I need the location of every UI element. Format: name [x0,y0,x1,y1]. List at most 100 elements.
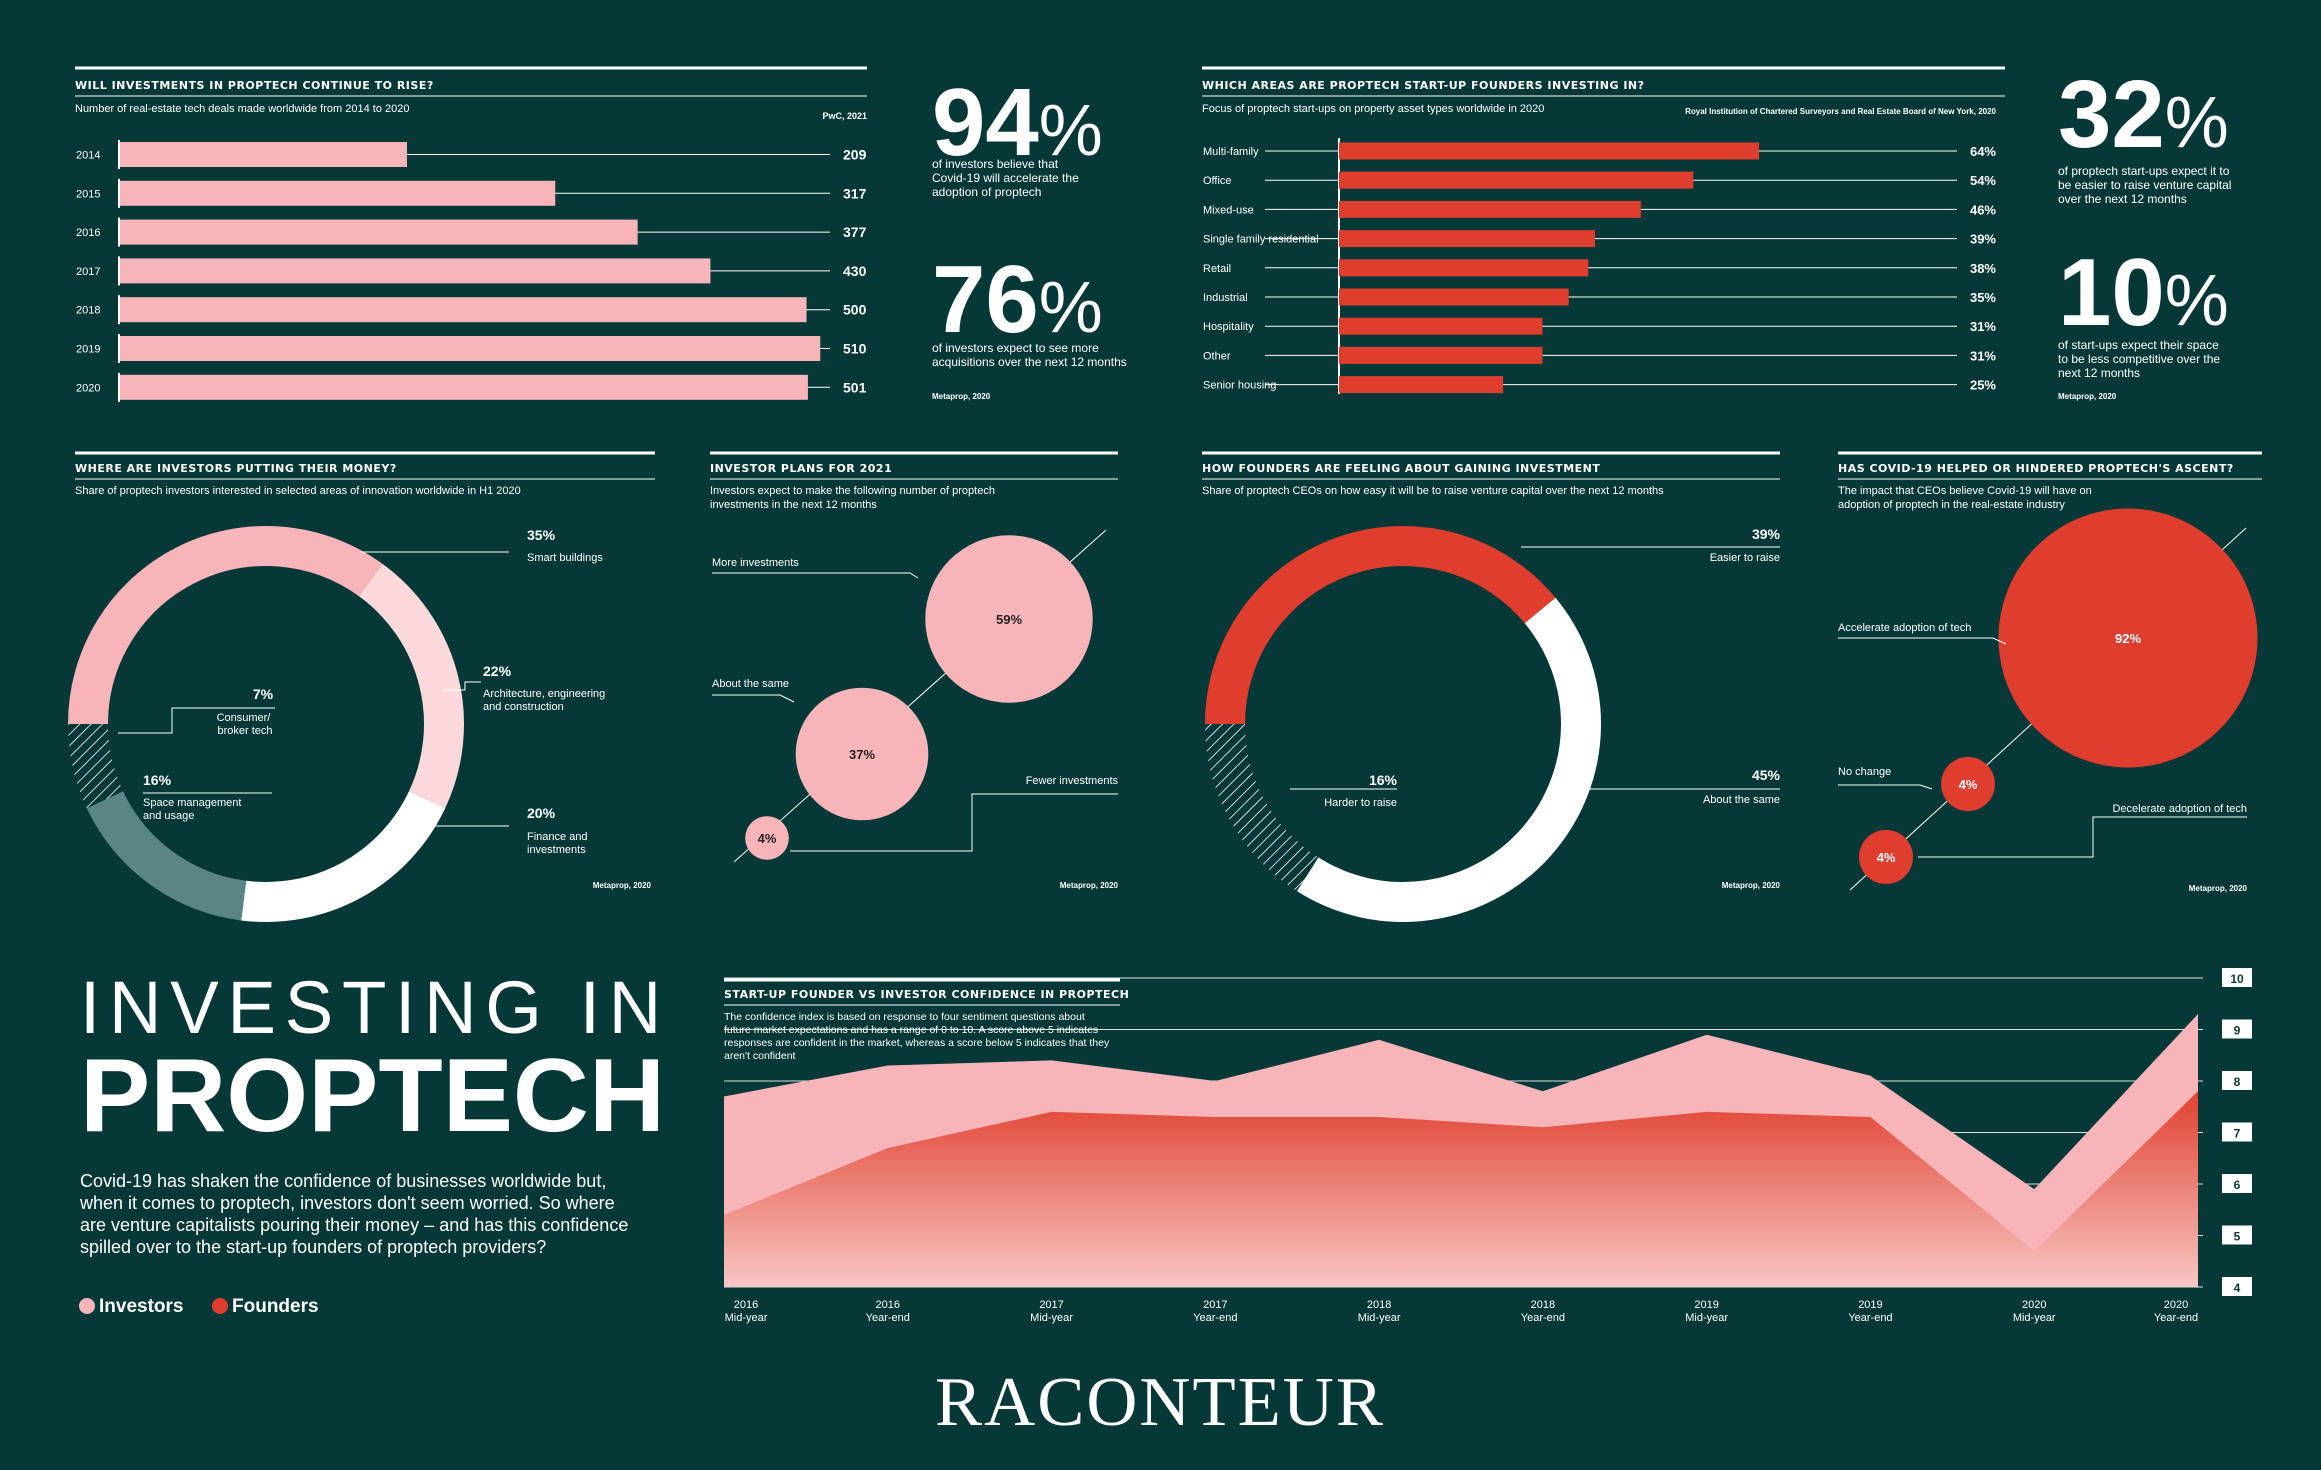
confidence-xtick-year: 2017 [1039,1299,1063,1311]
areas-category-label: Single family residential [1203,234,1319,246]
confidence-ytick-label: 6 [2234,1178,2241,1192]
founders-area [724,1091,2198,1287]
confidence-ytick-box [2222,1225,2252,1245]
plans-bubble-label: 37% [849,747,875,762]
deals-bar-tick [118,256,120,286]
confidence-xtick-period: Mid-year [1358,1312,1401,1324]
areas-bar [1339,317,1543,335]
legend-investors-swatch [79,1298,95,1314]
money-label-3: Finance and investments [527,831,591,856]
deals-bar-tick [118,178,120,208]
raconteur-logo: RACONTEUR [935,1364,1385,1441]
plans-bubble [795,687,929,821]
areas-subtitle: Focus of proptech start-ups on property … [1202,103,1544,115]
deals-source: PwC, 2021 [822,111,867,121]
feeling-label-pct-1: 39% [1752,526,1781,542]
stat-94-number: 94% [932,69,1103,176]
stat-10-text: of start-ups expect their space to be le… [2058,338,2223,380]
confidence-area: 109876542016Mid-year2016Year-end2017Mid-… [724,968,2252,1324]
plans-section: INVESTOR PLANS FOR 2021 Investors expect… [710,451,1119,890]
areas-bar [1339,259,1589,277]
areas-source: Royal Institution of Chartered Surveyors… [1685,107,1996,116]
areas-category-label: Mixed-use [1203,204,1254,216]
confidence-xtick-year: 2017 [1203,1299,1227,1311]
deals-year-label: 2015 [76,188,100,200]
plans-source: Metaprop, 2020 [1060,881,1119,890]
confidence-ytick-box [2222,1277,2252,1296]
deals-bar [120,297,807,323]
headline-line-2: PROPTECH [80,1038,665,1154]
money-donut-segment [241,790,446,922]
deals-year-label: 2019 [76,344,100,356]
confidence-ytick-label: 7 [2234,1127,2241,1141]
covid-bubble-label: 4% [1959,777,1978,792]
plans-annotations: More investments About the same Fewer in… [712,557,1118,852]
money-annotations: 35% Smart buildings 22% Architecture, en… [118,527,605,856]
stat-76-source: Metaprop, 2020 [932,392,991,401]
areas-category-label: Multi-family [1203,146,1259,158]
deals-bar [120,142,407,167]
areas-bar [1339,288,1569,306]
plans-title: INVESTOR PLANS FOR 2021 [710,462,892,475]
confidence-ytick-label: 8 [2234,1075,2241,1089]
confidence-xtick-period: Mid-year [1685,1312,1728,1324]
confidence-ytick-label: 9 [2234,1024,2241,1038]
confidence-xtick-period: Year-end [866,1312,910,1324]
headline-block: INVESTING IN PROPTECH Covid-19 has shake… [79,966,665,1317]
stat-94: 94% of investors believe that Covid-19 w… [932,69,1103,199]
covid-label-1: Accelerate adoption of tech [1838,622,1971,634]
areas-bar [1339,230,1595,248]
legend-investors-label: Investors [99,1296,183,1317]
headline-intro: Covid-19 has shaken the confidence of bu… [79,1171,633,1257]
covid-title: HAS COVID-19 HELPED OR HINDERED PROPTECH… [1838,462,2234,475]
feeling-donut-segment [1205,723,1319,892]
stat-76: 76% of investors expect to see more acqu… [932,246,1127,401]
money-donut-segment [68,526,383,725]
confidence-subtitle: The confidence index is based on respons… [724,1011,1112,1062]
deals-value-label: 377 [843,224,867,240]
areas-value-label: 31% [1970,319,1996,334]
stat-32-number: 32% [2058,61,2229,168]
feeling-subtitle: Share of proptech CEOs on how easy it wi… [1202,485,1664,497]
areas-category-label: Industrial [1203,292,1248,304]
confidence-xtick-period: Year-end [1193,1312,1237,1324]
money-donut-segment [68,723,124,809]
stat-10: 10% of start-ups expect their space to b… [2058,239,2229,401]
deals-year-label: 2014 [76,150,100,162]
deals-bar-tick [118,140,120,169]
areas-bar [1339,376,1504,394]
money-label-pct-3: 20% [527,805,556,821]
deals-bar [120,374,808,400]
plans-bubble-label: 59% [996,612,1022,627]
stat-76-number: 76% [932,246,1103,353]
money-subtitle: Share of proptech investors interested i… [75,485,521,497]
plans-bubble-label: 4% [758,831,777,846]
confidence-ytick-label: 10 [2230,972,2244,986]
plans-label-1: More investments [712,557,799,569]
confidence-ytick-box [2222,1019,2252,1039]
stat-10-source: Metaprop, 2020 [2058,392,2117,401]
money-label-4: Space management and usage [143,797,245,822]
deals-year-label: 2018 [76,305,100,317]
covid-bubble-label: 92% [2115,631,2141,646]
deals-bar-tick [118,372,120,402]
deals-value-label: 500 [843,302,867,318]
areas-category-label: Office [1203,175,1232,187]
confidence-ytick-label: 4 [2234,1281,2241,1295]
deals-year-label: 2016 [76,227,100,239]
confidence-xtick-year: 2018 [1367,1299,1391,1311]
plans-bubbles: 59% 37% 4% [745,535,1093,860]
deals-value-label: 501 [843,379,867,395]
confidence-xtick-year: 2019 [1694,1299,1718,1311]
covid-section: HAS COVID-19 HELPED OR HINDERED PROPTECH… [1838,451,2262,893]
covid-bubble [1859,830,1913,884]
deals-bar [120,258,711,284]
deals-year-label: 2020 [76,382,100,394]
confidence-xtick-year: 2020 [2164,1299,2188,1311]
covid-subtitle: The impact that CEOs believe Covid-19 wi… [1838,485,2095,511]
covid-bubble [1941,757,1995,811]
covid-source: Metaprop, 2020 [2189,884,2248,893]
feeling-section: HOW FOUNDERS ARE FEELING ABOUT GAINING I… [1202,451,1781,922]
deals-bars: 2014 209 2015 317 2016 377 2017 430 2018 500 2019 5… [76,140,867,402]
